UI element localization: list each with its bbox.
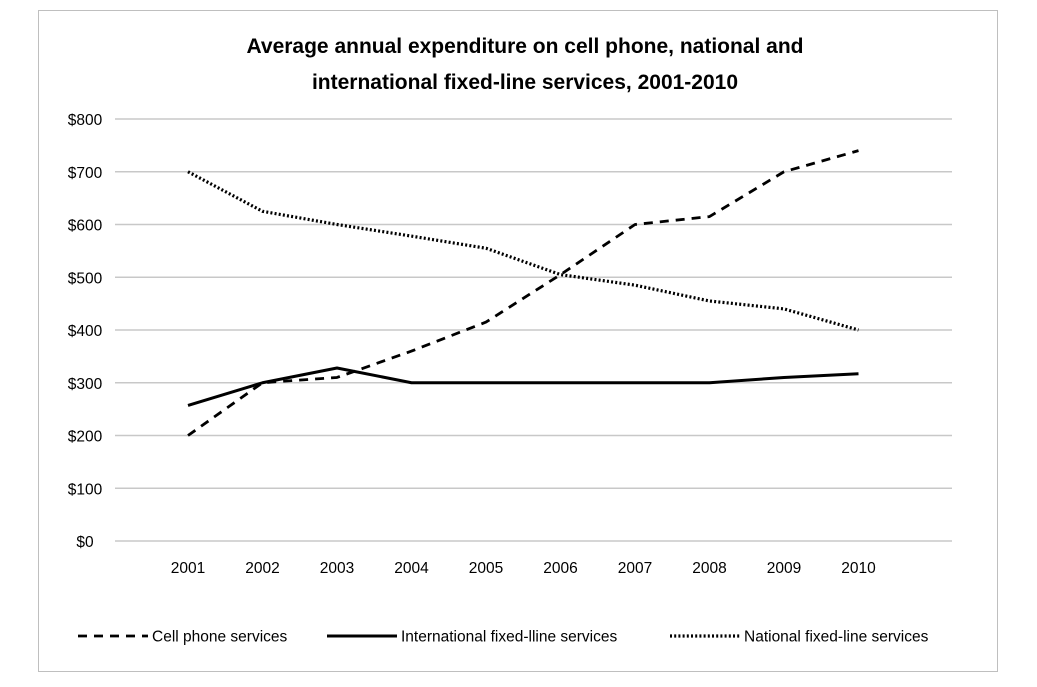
y-tick-label: $0 <box>76 534 94 551</box>
x-tick-label: 2009 <box>767 560 801 577</box>
y-tick-label: $200 <box>68 429 103 446</box>
x-tick-label: 2006 <box>543 560 577 577</box>
y-axis-tick-labels: $0 $100 $200 $300 $400 $500 $600 $700 $800 <box>68 112 103 551</box>
gridlines <box>115 118 952 542</box>
chart-frame <box>38 10 998 672</box>
series-lines <box>187 149 859 437</box>
legend-label-2: International fixed-lline services <box>401 629 617 646</box>
chart-title-line-2: international fixed-line services, 2001-… <box>312 71 738 94</box>
y-tick-label: $600 <box>68 218 103 235</box>
x-tick-label: 2007 <box>618 560 652 577</box>
legend: Cell phone services International fixed-l… <box>78 629 929 646</box>
x-tick-label: 2005 <box>469 560 503 577</box>
series-line-1 <box>187 149 859 437</box>
x-tick-label: 2004 <box>394 560 429 577</box>
x-tick-label: 2008 <box>692 560 726 577</box>
y-tick-label: $400 <box>68 323 103 340</box>
x-tick-label: 2002 <box>245 560 279 577</box>
y-tick-label: $300 <box>68 376 103 393</box>
chart-title: Average annual expenditure on cell phone… <box>247 35 804 94</box>
x-axis-tick-labels: 2001 2002 2003 2004 2005 2006 2007 2008 2009 2010 <box>171 560 876 577</box>
x-tick-label: 2003 <box>320 560 354 577</box>
y-tick-label: $700 <box>68 165 103 182</box>
x-tick-label: 2010 <box>841 560 876 577</box>
y-tick-label: $100 <box>68 481 103 498</box>
y-tick-label: $800 <box>68 112 103 129</box>
series-line-2 <box>187 366 859 407</box>
series-line-3 <box>187 170 859 332</box>
x-tick-label: 2001 <box>171 560 205 577</box>
legend-label-1: Cell phone services <box>152 629 288 646</box>
y-tick-label: $500 <box>68 270 103 287</box>
chart-title-line-1: Average annual expenditure on cell phone… <box>247 35 804 58</box>
legend-label-3: National fixed-line services <box>744 629 929 646</box>
